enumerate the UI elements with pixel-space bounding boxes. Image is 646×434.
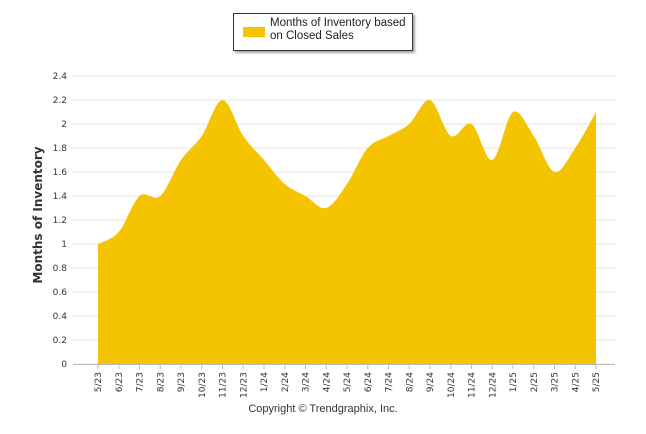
legend-swatch xyxy=(243,27,265,37)
x-tick-label: 2/24 xyxy=(281,372,291,392)
area-fill xyxy=(98,99,596,364)
legend-label: Months of Inventory based on Closed Sale… xyxy=(270,17,406,42)
x-tick-label: 10/23 xyxy=(198,372,208,398)
y-tick-label: 2.4 xyxy=(53,72,68,82)
x-tick-label: 10/24 xyxy=(447,372,457,398)
x-tick-label: 3/25 xyxy=(551,372,561,392)
legend: Months of Inventory based on Closed Sale… xyxy=(233,13,413,51)
x-tick-label: 6/24 xyxy=(364,372,374,392)
y-tick-label: 2 xyxy=(61,120,67,130)
x-tick-label: 12/23 xyxy=(239,372,249,398)
x-tick-label: 4/24 xyxy=(322,372,332,392)
y-tick-label: 0.6 xyxy=(53,288,68,298)
y-tick-label: 0.2 xyxy=(53,336,67,346)
copyright-text: Copyright © Trendgraphix, Inc. xyxy=(248,403,398,415)
area-series xyxy=(97,99,597,364)
y-tick-label: 0.8 xyxy=(53,264,68,274)
x-tick-label: 5/23 xyxy=(94,372,104,392)
x-tick-label: 7/24 xyxy=(385,372,395,392)
x-tick-label: 9/23 xyxy=(177,372,187,392)
x-tick-label: 8/23 xyxy=(156,372,166,392)
x-tick-label: 5/24 xyxy=(343,372,353,392)
x-tick-label: 5/25 xyxy=(592,372,602,392)
x-tick-label: 9/24 xyxy=(426,372,436,392)
y-tick-label: 1.2 xyxy=(53,216,67,226)
y-tick-label: 2.2 xyxy=(53,96,67,106)
axes xyxy=(73,364,615,369)
x-tick-label: 7/23 xyxy=(136,372,146,392)
x-tick-label: 8/24 xyxy=(405,372,415,392)
y-tick-label: 1 xyxy=(61,240,67,250)
y-tick-label: 1.4 xyxy=(53,192,68,202)
x-tick-label: 1/24 xyxy=(260,372,270,392)
y-tick-labels: 0 0.2 0.4 0.6 0.8 1 1.2 1.4 1.6 1.8 2 2.2 2.4 xyxy=(53,72,68,370)
y-tick-label: 1.8 xyxy=(53,144,68,154)
y-tick-label: 0 xyxy=(61,360,67,370)
x-tick-label: 6/23 xyxy=(115,372,125,392)
y-axis-label: Months of Inventory xyxy=(31,146,45,283)
x-tick-label: 3/24 xyxy=(302,372,312,392)
x-tick-labels: 5/23 6/23 7/23 8/23 9/23 10/23 11/23 12/23 1/24 2… xyxy=(94,372,602,398)
y-tick-label: 0.4 xyxy=(53,312,68,322)
x-tick-label: 2/25 xyxy=(530,372,540,392)
x-tick-label: 11/23 xyxy=(219,372,229,398)
x-tick-label: 1/25 xyxy=(509,372,519,392)
y-tick-label: 1.6 xyxy=(53,168,68,178)
x-tick-label: 11/24 xyxy=(468,372,478,398)
x-tick-label: 12/24 xyxy=(488,372,498,398)
x-tick-label: 4/25 xyxy=(571,372,581,392)
